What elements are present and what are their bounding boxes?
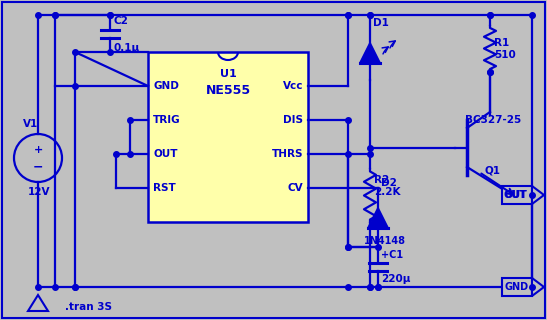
Text: 2.2K: 2.2K	[374, 187, 400, 197]
Text: 220μ: 220μ	[381, 274, 410, 284]
Polygon shape	[532, 278, 544, 296]
Text: −: −	[33, 161, 43, 173]
Text: +C1: +C1	[381, 250, 403, 260]
Bar	[148, 52, 308, 222]
Text: GND: GND	[505, 282, 529, 292]
Text: NE555: NE555	[206, 84, 251, 97]
Text: U1: U1	[220, 69, 236, 79]
Text: DIS: DIS	[283, 115, 303, 125]
Text: 0.1μ: 0.1μ	[113, 43, 139, 52]
Text: R1: R1	[494, 37, 509, 47]
Text: RST: RST	[153, 183, 176, 193]
Text: THRS: THRS	[271, 149, 303, 159]
Text: V1: V1	[23, 119, 38, 129]
Polygon shape	[360, 43, 380, 62]
Text: C2: C2	[113, 15, 128, 26]
Text: R2: R2	[374, 175, 389, 185]
Text: 1N4148: 1N4148	[364, 236, 406, 245]
Bar	[502, 186, 532, 204]
Text: +: +	[33, 145, 43, 155]
Text: CV: CV	[287, 183, 303, 193]
Text: OUT: OUT	[505, 190, 528, 200]
Text: TRIG: TRIG	[153, 115, 181, 125]
Text: OUT: OUT	[153, 149, 177, 159]
Text: 12V: 12V	[28, 187, 50, 197]
Text: GND: GND	[153, 81, 179, 91]
Text: BC327-25: BC327-25	[465, 115, 521, 125]
Text: OUT: OUT	[504, 190, 527, 200]
Bar	[502, 278, 532, 296]
Text: Vcc: Vcc	[282, 81, 303, 91]
Polygon shape	[368, 207, 388, 228]
Text: .tran 3S: .tran 3S	[65, 302, 112, 312]
Text: D1: D1	[373, 18, 389, 28]
Polygon shape	[532, 186, 544, 204]
Text: D2: D2	[381, 178, 397, 188]
Text: 510: 510	[494, 50, 516, 60]
Text: Q1: Q1	[485, 165, 501, 175]
